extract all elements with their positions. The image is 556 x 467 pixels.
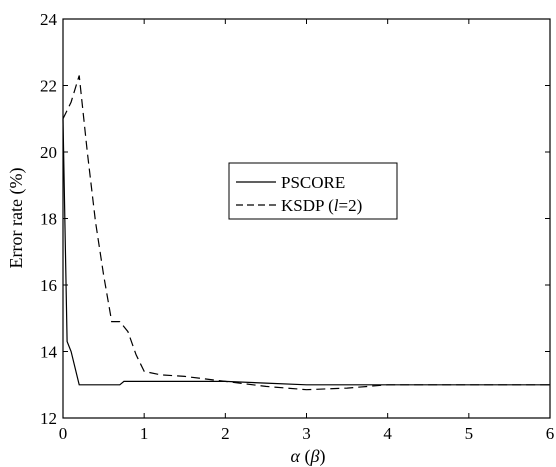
x-axis-beta: β <box>309 446 319 466</box>
legend-ksdp-suffix: =2) <box>338 196 362 215</box>
legend-ksdp-var: l <box>334 196 339 215</box>
series-lines <box>62 75 550 391</box>
y-tick-label-1: 14 <box>40 343 58 362</box>
x-axis-beta-close: ) <box>319 446 325 467</box>
axis-ticks <box>62 18 551 419</box>
series-line-pscore <box>62 118 550 386</box>
y-tick-label-2: 16 <box>40 276 57 295</box>
x-tick-label-3: 3 <box>302 424 311 443</box>
y-tick-label-3: 18 <box>40 210 57 229</box>
y-tick-label-0: 12 <box>40 409 57 428</box>
y-axis-label: Error rate (%) <box>6 168 27 269</box>
y-tick-label-4: 20 <box>40 143 57 162</box>
legend-ksdp-prefix: KSDP ( <box>281 196 334 215</box>
x-axis-label: α (β) <box>291 446 326 467</box>
x-tick-label-1: 1 <box>140 424 149 443</box>
y-tick-label-5: 22 <box>40 77 57 96</box>
legend-label-pscore: PSCORE <box>281 173 345 192</box>
x-axis-alpha: α <box>291 446 301 466</box>
x-tick-label-5: 5 <box>465 424 474 443</box>
x-tick-label-0: 0 <box>59 424 68 443</box>
legend: PSCORE KSDP (l=2) <box>228 162 398 220</box>
y-tick-label-6: 24 <box>40 10 58 29</box>
x-tick-label-6: 6 <box>546 424 555 443</box>
x-tick-label-2: 2 <box>221 424 230 443</box>
legend-label-ksdp: KSDP (l=2) <box>281 196 362 215</box>
legend-box <box>228 162 398 220</box>
series-line-ksdp <box>62 75 550 391</box>
x-tick-label-4: 4 <box>383 424 392 443</box>
x-axis-beta-open: ( <box>300 446 311 467</box>
